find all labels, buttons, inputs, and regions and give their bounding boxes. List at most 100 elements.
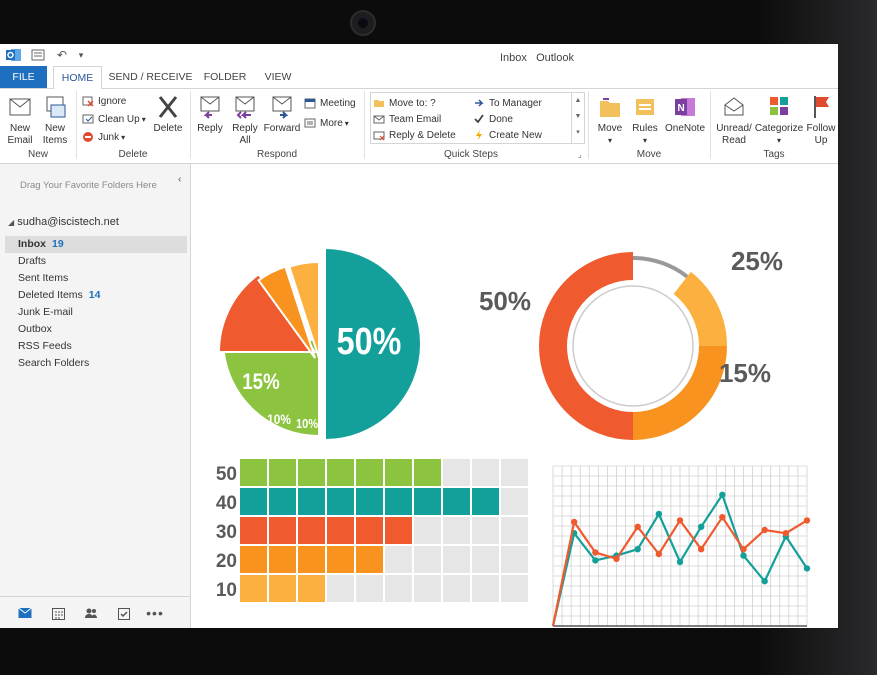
quick-step-reply-delete[interactable]: Reply & Delete (373, 127, 456, 143)
grid-bar-chart: 50 40 30 20 10 (216, 459, 528, 602)
follow-up-button[interactable]: Follow Up (804, 93, 838, 147)
junk-icon (82, 131, 94, 143)
undo-icon[interactable]: ↶ (56, 48, 68, 62)
mail-icon[interactable] (18, 606, 32, 620)
delete-icon (156, 93, 180, 121)
bar-cell-empty (501, 517, 528, 544)
bar-cell-filled (385, 459, 412, 486)
reply-button[interactable]: Reply (195, 93, 225, 135)
reply-delete-icon (373, 129, 385, 141)
junk-button[interactable]: Junk ▾ (82, 129, 125, 145)
bar-cell-filled (269, 488, 296, 515)
dialog-launcher-icon[interactable]: ⌟ (578, 150, 582, 159)
send-receive-all-icon[interactable] (30, 47, 46, 63)
bar-cell-empty (501, 575, 528, 602)
quick-step-label: Done (489, 113, 513, 125)
group-move-label: Move (636, 149, 662, 160)
bar-cell-filled (414, 488, 441, 515)
folder-drafts[interactable]: Drafts (5, 253, 187, 270)
clean-up-button[interactable]: Clean Up ▾ (82, 111, 146, 127)
account-node[interactable]: ◢ sudha@iscistech.net (8, 216, 119, 228)
group-tags-label: Tags (763, 149, 785, 160)
tab-folder[interactable]: FOLDER (203, 71, 247, 83)
quick-step-to-manager[interactable]: To Manager (473, 95, 542, 111)
bar-cell-filled (298, 575, 325, 602)
series-point (782, 530, 790, 537)
more-options-icon[interactable]: ••• (146, 605, 164, 621)
unread-read-button[interactable]: Unread/ Read (714, 93, 754, 147)
folder-sent-items[interactable]: Sent Items (5, 270, 187, 287)
meeting-button[interactable]: Meeting (304, 95, 356, 111)
quick-step-done[interactable]: Done (473, 111, 513, 127)
quick-step-create-new[interactable]: Create New (473, 127, 542, 143)
reply-all-label: Reply All (232, 123, 258, 146)
bar-cell-filled (240, 488, 267, 515)
bar-cell-filled (298, 459, 325, 486)
folder-junk-email[interactable]: Junk E-mail (5, 304, 187, 321)
rules-button[interactable]: Rules ▾ (630, 93, 660, 147)
bar-cell-empty (414, 575, 441, 602)
folder-outbox[interactable]: Outbox (5, 321, 187, 338)
reply-all-button[interactable]: Reply All (228, 93, 262, 147)
delete-button[interactable]: Delete (150, 93, 186, 135)
folder-name: Sent Items (18, 272, 69, 284)
collapse-pane-icon[interactable]: ‹ (178, 174, 182, 185)
quick-step-label: To Manager (489, 97, 542, 109)
unread-read-label: Unread/ Read (716, 123, 752, 146)
group-separator (190, 91, 191, 159)
bar-cell-empty (385, 546, 412, 573)
folder-rss-feeds[interactable]: RSS Feeds (5, 338, 187, 355)
calendar-icon[interactable] (51, 606, 65, 620)
clean-up-icon (82, 113, 94, 125)
customize-qat-icon[interactable]: ▾ (78, 49, 84, 60)
ignore-button[interactable]: Ignore (82, 93, 126, 109)
new-email-icon (8, 93, 32, 121)
quick-step-move-to[interactable]: Move to: ? (373, 95, 436, 111)
forward-button[interactable]: Forward (263, 93, 301, 135)
tasks-icon[interactable] (117, 606, 131, 620)
series-point (634, 546, 641, 553)
expand-triangle-icon[interactable]: ◢ (8, 218, 15, 227)
series-point (803, 517, 811, 524)
bar-cell-filled (269, 575, 296, 602)
outlook-logo-icon (6, 47, 22, 63)
tab-home[interactable]: HOME (53, 66, 102, 90)
more-respond-button[interactable]: More ▾ (304, 115, 349, 131)
bar-cell-filled (385, 517, 412, 544)
people-icon[interactable] (84, 606, 98, 620)
categorize-icon (767, 93, 791, 121)
chevron-down-icon: ▾ (776, 136, 781, 145)
check-icon (473, 113, 485, 125)
group-quick-steps-label: Quick Steps (444, 149, 498, 160)
folder-search-folders[interactable]: Search Folders (5, 355, 187, 372)
series-point (697, 523, 705, 530)
onenote-button[interactable]: N OneNote (664, 93, 706, 135)
donut-slice-label: 25% (731, 246, 783, 276)
pie-slice-label: 50% (337, 321, 402, 363)
categorize-button[interactable]: Categorize ▾ (754, 93, 804, 147)
new-items-button[interactable]: New Items (38, 93, 72, 147)
folder-inbox[interactable]: Inbox 19 (5, 236, 187, 253)
bar-cell-filled (269, 546, 296, 573)
folder-deleted-items[interactable]: Deleted Items 14 (5, 287, 187, 304)
group-delete-label: Delete (118, 149, 148, 160)
move-button[interactable]: Move ▾ (594, 93, 626, 147)
tab-send-receive[interactable]: SEND / RECEIVE (108, 71, 193, 83)
series-point (719, 514, 726, 521)
quick-steps-scroll[interactable]: ▲ ▼ ▾ (571, 93, 584, 143)
bar-cell-filled (356, 517, 383, 544)
chevron-down-icon: ▾ (141, 114, 146, 124)
bar-cell-empty (414, 546, 441, 573)
bar-cell-empty (472, 459, 499, 486)
navigation-bar: ••• (0, 596, 190, 628)
quick-step-team-email[interactable]: Team Email (373, 111, 441, 127)
pie-slice (221, 339, 320, 438)
pie-slice (288, 260, 320, 359)
series-point (655, 510, 663, 518)
bar-cell-filled (385, 488, 412, 515)
tab-file[interactable]: FILE (0, 66, 47, 88)
tab-view[interactable]: VIEW (264, 71, 292, 83)
new-email-button[interactable]: New Email (4, 93, 36, 147)
account-email: sudha@iscistech.net (17, 216, 119, 228)
folder-name: Inbox (18, 238, 46, 250)
